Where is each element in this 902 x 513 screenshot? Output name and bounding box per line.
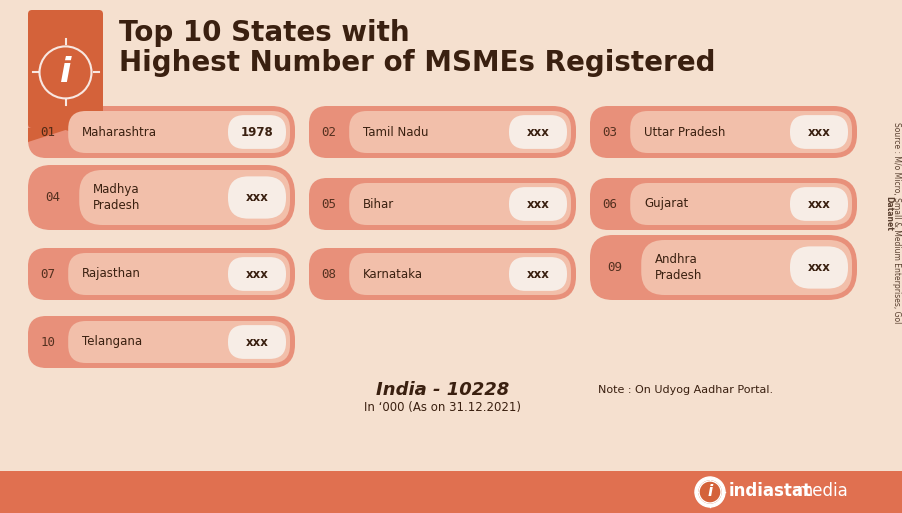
- FancyBboxPatch shape: [590, 106, 857, 158]
- FancyBboxPatch shape: [509, 257, 567, 291]
- FancyBboxPatch shape: [309, 178, 354, 230]
- Polygon shape: [28, 128, 103, 142]
- Text: xxx: xxx: [527, 126, 549, 139]
- FancyBboxPatch shape: [349, 111, 571, 153]
- FancyBboxPatch shape: [590, 178, 857, 230]
- FancyBboxPatch shape: [790, 115, 848, 149]
- Text: In ‘000 (As on 31.12.2021): In ‘000 (As on 31.12.2021): [364, 401, 521, 413]
- FancyBboxPatch shape: [69, 111, 290, 153]
- Text: 07: 07: [41, 267, 55, 281]
- Text: i: i: [707, 484, 713, 500]
- Text: Tamil Nadu: Tamil Nadu: [364, 126, 428, 139]
- FancyBboxPatch shape: [28, 10, 103, 128]
- Text: Andhra
Pradesh: Andhra Pradesh: [655, 253, 703, 282]
- Text: 10: 10: [41, 336, 55, 348]
- Text: Highest Number of MSMEs Registered: Highest Number of MSMEs Registered: [119, 49, 715, 77]
- FancyBboxPatch shape: [228, 115, 286, 149]
- FancyBboxPatch shape: [630, 111, 852, 153]
- Text: xxx: xxx: [807, 126, 831, 139]
- FancyBboxPatch shape: [509, 115, 567, 149]
- Text: 03: 03: [603, 126, 617, 139]
- FancyBboxPatch shape: [28, 165, 83, 230]
- FancyBboxPatch shape: [28, 316, 72, 368]
- Text: 06: 06: [603, 198, 617, 210]
- Text: indiastat: indiastat: [729, 482, 812, 500]
- Text: Maharashtra: Maharashtra: [82, 126, 157, 139]
- FancyBboxPatch shape: [228, 257, 286, 291]
- Text: India - 10228: India - 10228: [376, 381, 509, 399]
- Text: Madhya
Pradesh: Madhya Pradesh: [93, 183, 141, 212]
- Circle shape: [695, 477, 725, 507]
- FancyBboxPatch shape: [790, 187, 848, 221]
- FancyBboxPatch shape: [790, 246, 848, 289]
- Text: 08: 08: [321, 267, 336, 281]
- Text: xxx: xxx: [245, 336, 269, 348]
- FancyBboxPatch shape: [309, 178, 576, 230]
- Text: Karnataka: Karnataka: [364, 267, 423, 281]
- Text: 09: 09: [607, 261, 622, 274]
- Text: xxx: xxx: [807, 261, 831, 274]
- FancyBboxPatch shape: [28, 165, 295, 230]
- Text: 01: 01: [41, 126, 55, 139]
- Text: i: i: [60, 56, 71, 89]
- FancyBboxPatch shape: [630, 183, 852, 225]
- Text: 04: 04: [45, 191, 60, 204]
- FancyBboxPatch shape: [309, 106, 576, 158]
- Text: xxx: xxx: [527, 198, 549, 210]
- FancyBboxPatch shape: [349, 253, 571, 295]
- Text: xxx: xxx: [245, 267, 269, 281]
- FancyBboxPatch shape: [28, 316, 295, 368]
- FancyBboxPatch shape: [590, 235, 857, 300]
- Text: xxx: xxx: [245, 191, 269, 204]
- Text: Rajasthan: Rajasthan: [82, 267, 141, 281]
- FancyBboxPatch shape: [69, 253, 290, 295]
- Text: Gujarat: Gujarat: [644, 198, 688, 210]
- FancyBboxPatch shape: [590, 178, 634, 230]
- Text: xxx: xxx: [807, 198, 831, 210]
- FancyBboxPatch shape: [69, 321, 290, 363]
- Text: xxx: xxx: [527, 267, 549, 281]
- FancyBboxPatch shape: [228, 176, 286, 219]
- FancyBboxPatch shape: [349, 183, 571, 225]
- FancyBboxPatch shape: [309, 248, 576, 300]
- FancyBboxPatch shape: [590, 235, 645, 300]
- Text: Telangana: Telangana: [82, 336, 143, 348]
- FancyBboxPatch shape: [28, 248, 72, 300]
- FancyBboxPatch shape: [228, 325, 286, 359]
- FancyBboxPatch shape: [590, 106, 634, 158]
- Text: media: media: [796, 482, 848, 500]
- Text: 1978: 1978: [241, 126, 273, 139]
- FancyBboxPatch shape: [0, 471, 902, 513]
- Text: Datanet: Datanet: [885, 195, 894, 230]
- FancyBboxPatch shape: [509, 187, 567, 221]
- Text: 02: 02: [321, 126, 336, 139]
- FancyBboxPatch shape: [309, 248, 354, 300]
- Text: Bihar: Bihar: [364, 198, 394, 210]
- FancyBboxPatch shape: [79, 170, 290, 225]
- Text: Source : M/o Micro, Small & Medium Enterprises, GoI: Source : M/o Micro, Small & Medium Enter…: [891, 122, 900, 324]
- FancyBboxPatch shape: [28, 106, 295, 158]
- FancyBboxPatch shape: [641, 240, 852, 295]
- Text: Top 10 States with: Top 10 States with: [119, 19, 410, 47]
- FancyBboxPatch shape: [309, 106, 354, 158]
- Circle shape: [699, 481, 721, 503]
- Text: Note : On Udyog Aadhar Portal.: Note : On Udyog Aadhar Portal.: [598, 385, 773, 395]
- Text: 05: 05: [321, 198, 336, 210]
- FancyBboxPatch shape: [28, 106, 72, 158]
- FancyBboxPatch shape: [28, 248, 295, 300]
- Text: Uttar Pradesh: Uttar Pradesh: [644, 126, 725, 139]
